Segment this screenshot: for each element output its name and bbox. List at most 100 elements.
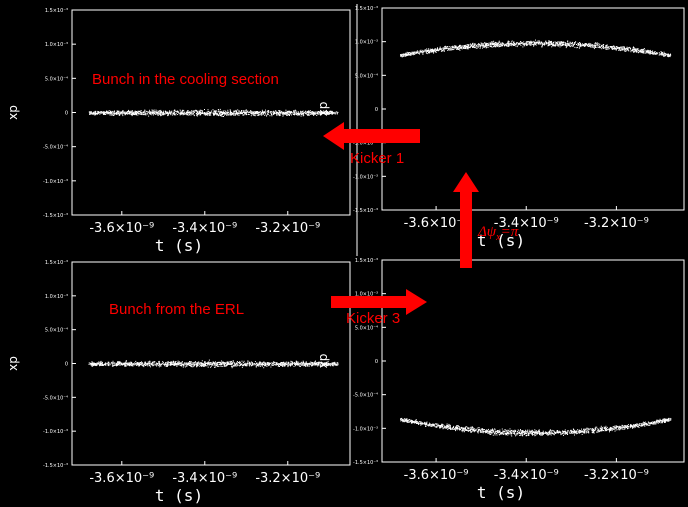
particle <box>158 366 160 368</box>
particle <box>498 41 500 43</box>
particle <box>284 364 286 366</box>
particle <box>285 361 287 363</box>
particle <box>518 433 520 435</box>
particle <box>93 112 95 114</box>
particle <box>333 364 335 366</box>
particle <box>402 55 404 57</box>
particle <box>177 363 179 365</box>
particle <box>190 113 192 115</box>
particle <box>255 111 257 112</box>
particle <box>257 364 259 366</box>
particle <box>637 424 639 426</box>
particle <box>591 46 593 48</box>
particle <box>258 364 260 366</box>
particle <box>118 361 120 363</box>
particle <box>207 362 209 363</box>
particle <box>326 361 328 363</box>
particle <box>308 113 310 115</box>
particle <box>474 429 476 431</box>
particle <box>297 111 299 113</box>
particle <box>313 114 315 116</box>
particle <box>576 47 578 49</box>
particle <box>321 363 323 365</box>
particle <box>173 363 175 365</box>
particle <box>219 113 221 115</box>
particle <box>467 45 469 47</box>
particle <box>644 425 646 427</box>
particle <box>616 47 618 49</box>
particle <box>453 47 455 49</box>
particle <box>405 52 407 54</box>
particle <box>174 364 176 366</box>
particle <box>432 51 434 53</box>
particle <box>190 112 192 114</box>
particle <box>135 112 137 114</box>
particle <box>112 364 114 366</box>
particle <box>172 364 174 366</box>
particle <box>264 113 266 115</box>
particle <box>526 41 528 43</box>
particle <box>215 362 217 364</box>
particle <box>174 362 176 364</box>
x-tick-label: -3.2×10⁻⁹ <box>255 471 320 486</box>
particle <box>292 111 294 113</box>
particle <box>538 42 540 44</box>
particle <box>652 52 654 54</box>
particle <box>629 46 631 48</box>
particle <box>336 111 338 113</box>
particle <box>214 363 216 365</box>
panel-top-right: 1.5×10⁻³1.0×10⁻³5.0×10⁻⁴0-5.0×10⁻⁴-1.0×1… <box>316 6 685 250</box>
particle <box>92 112 93 114</box>
particle <box>434 425 436 427</box>
particle <box>308 364 310 366</box>
particle <box>214 366 215 368</box>
particle <box>317 365 319 367</box>
particle <box>477 44 479 46</box>
particle <box>241 112 243 114</box>
particle <box>199 110 201 112</box>
particle <box>215 364 217 366</box>
particle <box>531 41 533 43</box>
particle <box>162 113 164 115</box>
particle <box>490 45 492 47</box>
particle <box>605 429 607 431</box>
particle <box>255 364 257 366</box>
particle <box>166 361 168 363</box>
particle <box>301 113 303 115</box>
particle <box>595 429 597 431</box>
particle <box>216 114 218 116</box>
particle <box>654 53 656 55</box>
particle <box>200 110 202 112</box>
particle <box>603 47 605 49</box>
particle <box>306 111 308 113</box>
particle <box>614 47 616 49</box>
particle <box>236 364 238 366</box>
particle <box>628 49 629 51</box>
particle <box>125 363 127 365</box>
particle <box>318 364 320 366</box>
particle <box>556 42 558 44</box>
particle <box>281 112 283 114</box>
particle <box>534 42 536 44</box>
particle <box>496 45 498 47</box>
particle <box>288 113 289 115</box>
particle <box>141 361 142 363</box>
particle <box>315 112 317 114</box>
particle <box>110 111 112 113</box>
particle <box>113 114 115 116</box>
particle <box>553 42 555 44</box>
particle <box>619 49 621 51</box>
particle <box>177 361 179 363</box>
particle <box>576 433 578 435</box>
particle <box>577 44 579 46</box>
particle <box>467 45 469 47</box>
particle <box>604 47 606 49</box>
particle <box>107 364 109 366</box>
particle <box>187 363 189 365</box>
particle <box>580 44 582 46</box>
particle <box>163 113 165 115</box>
particle <box>633 424 634 426</box>
particle <box>511 435 513 437</box>
particle <box>439 427 441 429</box>
particle <box>172 360 174 362</box>
